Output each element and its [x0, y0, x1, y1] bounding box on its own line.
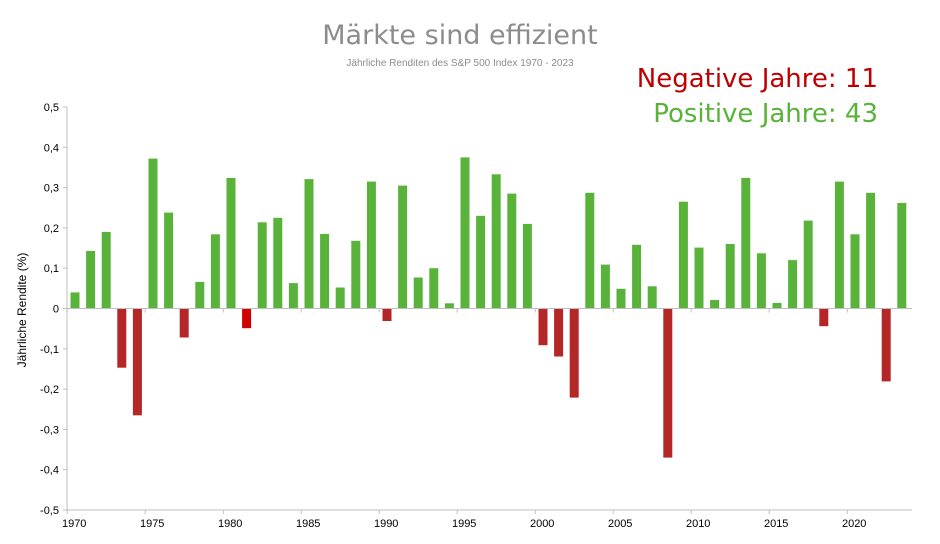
- bar-1990: [382, 308, 392, 321]
- x-tick-label: 1970: [62, 518, 86, 530]
- y-tick-label: 0,1: [44, 263, 59, 275]
- bar-1971: [86, 250, 96, 309]
- bar-1986: [320, 233, 330, 309]
- bar-2018: [819, 308, 829, 327]
- chart-title: Märkte sind effizient: [322, 20, 598, 51]
- y-tick-label: 0,2: [44, 223, 59, 235]
- y-tick-label: -0,5: [40, 505, 59, 517]
- y-tick-label: 0,4: [44, 142, 59, 154]
- bar-2009: [678, 201, 688, 309]
- x-tick-label: 1975: [140, 518, 164, 530]
- bar-2021: [866, 192, 876, 309]
- bar-1976: [164, 212, 174, 309]
- bar-2005: [616, 288, 626, 309]
- bar-1998: [507, 193, 517, 309]
- x-tick-label: 2015: [764, 518, 788, 530]
- bar-2008: [663, 308, 673, 458]
- bar-2006: [632, 244, 642, 309]
- bar-2016: [788, 260, 798, 309]
- chart-subtitle: Jährliche Renditen des S&P 500 Index 197…: [346, 58, 574, 69]
- x-tick-label: 1980: [218, 518, 242, 530]
- bar-1979: [210, 234, 220, 309]
- bar-2010: [694, 247, 704, 309]
- bar-1977: [179, 308, 189, 338]
- bar-1993: [429, 268, 439, 309]
- x-ticks-group: 1970 1975 1980 1985 1990 1995 2000 2005 2010 2015…: [62, 308, 866, 530]
- bar-2019: [834, 181, 844, 309]
- x-tick-label: 2000: [530, 518, 554, 530]
- bar-1984: [288, 283, 298, 309]
- bar-1975: [148, 158, 158, 309]
- bar-1972: [101, 231, 111, 309]
- bar-1999: [522, 223, 532, 309]
- x-tick-label: 1985: [296, 518, 320, 530]
- bar-2020: [850, 234, 860, 309]
- bar-2017: [803, 220, 813, 309]
- bar-1988: [351, 240, 361, 309]
- x-tick-label: 2005: [608, 518, 632, 530]
- negative-years-annotation: Negative Jahre: 11: [636, 64, 878, 94]
- y-tick-label: 0,5: [44, 102, 59, 114]
- y-tick-label: -0,4: [40, 465, 59, 477]
- y-tick-label: -0,1: [40, 344, 59, 356]
- bar-1981: [242, 308, 252, 329]
- y-ticks-group: 0,5 0,4 0,3 0,2 0,1 0 -0,1 -0,2 -0,3 -0,4 -0,5: [40, 102, 67, 517]
- bar-1995: [460, 157, 470, 309]
- bar-2013: [741, 177, 751, 309]
- bar-2000: [538, 308, 548, 346]
- bar-2004: [600, 264, 610, 309]
- bar-1992: [413, 277, 423, 309]
- bar-1982: [257, 222, 267, 309]
- x-tick-label: 1995: [452, 518, 476, 530]
- bar-1994: [444, 303, 454, 309]
- x-tick-label: 2020: [842, 518, 866, 530]
- bar-1978: [195, 281, 205, 309]
- bar-1973: [117, 308, 127, 368]
- bar-2007: [647, 286, 657, 309]
- x-tick-label: 1990: [374, 518, 398, 530]
- bar-2003: [585, 192, 595, 309]
- y-tick-label: 0: [53, 304, 59, 316]
- bar-2001: [554, 308, 564, 357]
- bars-group: [70, 157, 907, 458]
- bar-2015: [772, 302, 782, 309]
- bar-2023: [897, 202, 907, 309]
- axes-group: [66, 107, 912, 511]
- bar-1996: [476, 215, 486, 309]
- y-tick-label: -0,2: [40, 384, 59, 396]
- bar-1987: [335, 287, 345, 309]
- bar-2012: [725, 244, 735, 309]
- bar-1997: [491, 174, 501, 309]
- bar-2014: [756, 253, 766, 309]
- y-tick-label: -0,3: [40, 424, 59, 436]
- x-tick-label: 2010: [686, 518, 710, 530]
- bar-1991: [398, 185, 408, 309]
- bar-2022: [881, 308, 891, 382]
- y-tick-label: 0,3: [44, 183, 59, 195]
- positive-years-annotation: Positive Jahre: 43: [653, 99, 878, 129]
- bar-1983: [273, 217, 283, 309]
- bar-1970: [70, 292, 80, 309]
- bar-2002: [569, 308, 579, 398]
- bar-1989: [366, 181, 376, 309]
- bar-1980: [226, 177, 236, 309]
- bar-2011: [710, 300, 720, 309]
- bar-1974: [132, 308, 142, 416]
- bar-1985: [304, 179, 314, 309]
